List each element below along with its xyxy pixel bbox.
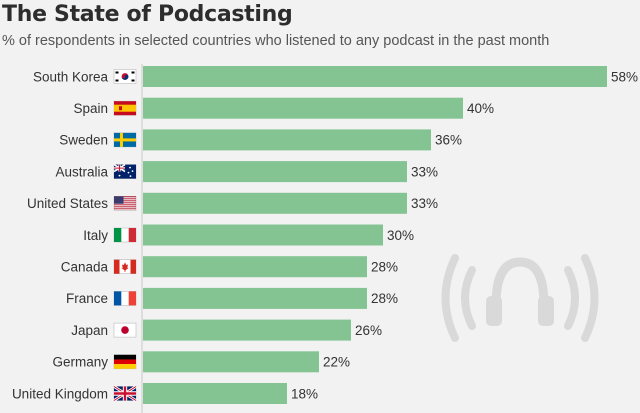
value-label: 28% [371, 291, 398, 306]
germany-flag-icon [113, 354, 137, 370]
value-label: 36% [435, 133, 462, 148]
category-label: France [66, 291, 108, 306]
bar [143, 161, 407, 183]
canada-flag-icon [113, 259, 137, 275]
category-label: United States [27, 196, 108, 211]
value-label: 40% [467, 101, 494, 116]
bar [143, 319, 351, 341]
category-label: United Kingdom [12, 386, 108, 401]
bar [143, 224, 383, 246]
bar [143, 66, 607, 87]
category-label: Japan [71, 323, 108, 338]
bar [143, 256, 367, 278]
united-kingdom-flag-icon [113, 385, 137, 402]
value-label: 28% [371, 260, 398, 275]
category-label: Italy [83, 228, 108, 243]
south-korea-flag-icon [113, 69, 137, 84]
value-label: 26% [355, 323, 382, 338]
value-label: 33% [411, 164, 438, 179]
bar [143, 287, 367, 309]
category-label: Sweden [59, 133, 108, 148]
bar [143, 129, 431, 151]
category-label: South Korea [33, 69, 109, 84]
bar [143, 383, 287, 404]
bar [143, 351, 319, 373]
value-label: 30% [387, 228, 414, 243]
chart-title: The State of Podcasting [2, 2, 293, 27]
united-states-flag-icon [113, 196, 137, 211]
italy-flag-icon [113, 227, 137, 243]
bar [143, 97, 463, 119]
category-label: Spain [73, 101, 108, 116]
value-label: 22% [323, 355, 350, 370]
category-label: Australia [55, 164, 108, 179]
sweden-flag-icon [113, 132, 137, 148]
value-label: 18% [291, 386, 318, 401]
japan-flag-icon [113, 322, 137, 338]
france-flag-icon [113, 291, 137, 306]
value-label: 58% [611, 69, 638, 84]
category-label: Germany [52, 355, 108, 370]
chart-subtitle: % of respondents in selected countries w… [2, 33, 550, 49]
value-label: 33% [411, 196, 438, 211]
podcast-headphones-icon [441, 254, 599, 342]
category-label: Canada [61, 260, 109, 275]
bar [143, 192, 407, 214]
spain-flag-icon [113, 100, 137, 116]
australia-flag-icon [113, 163, 137, 179]
